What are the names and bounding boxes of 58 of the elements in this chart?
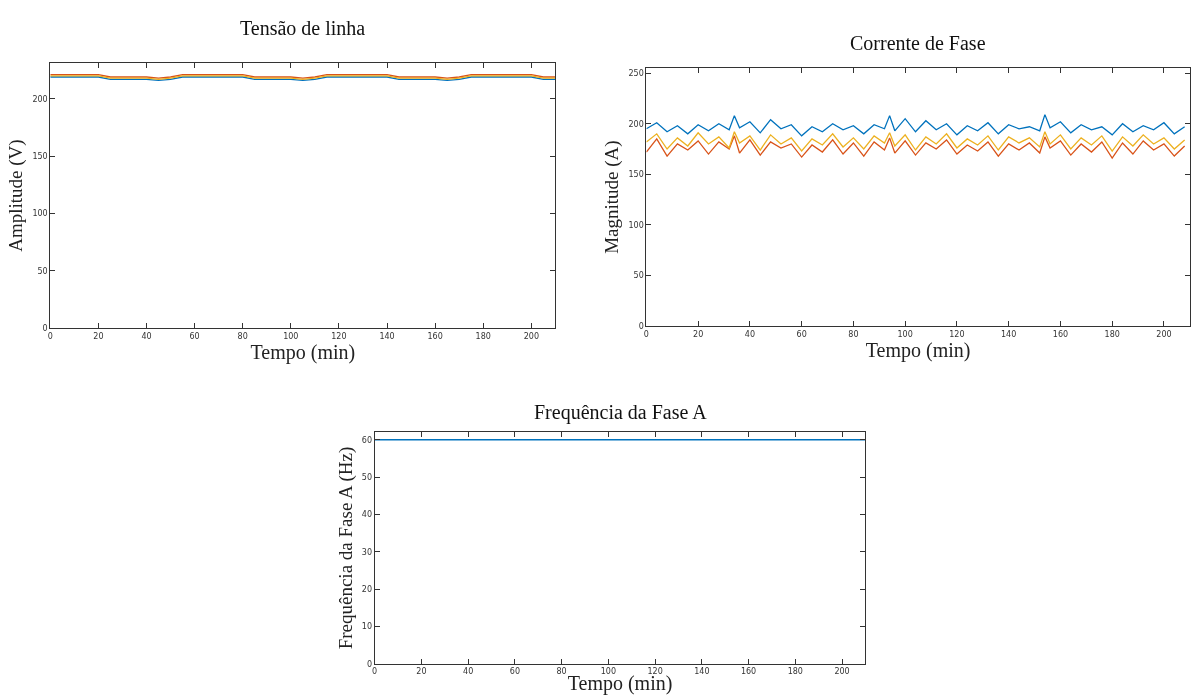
x-tick-label: 80	[237, 331, 248, 341]
x-tick-label: 60	[796, 329, 807, 339]
y-tick-label: 20	[361, 584, 373, 594]
y-axis-title: Frequência da Fase A (Hz)	[334, 446, 357, 650]
x-tick-label: 200	[523, 331, 539, 341]
y-axis-title: Amplitude (V)	[5, 139, 28, 252]
x-tick-label: 120	[647, 667, 663, 677]
chart-title: Frequência da Fase A	[534, 401, 708, 424]
chart-title: Corrente de Fase	[850, 32, 986, 54]
y-tick-label: 50	[37, 266, 48, 276]
y-tick-label: 60	[361, 435, 373, 445]
y-tick-label: 100	[32, 209, 48, 219]
x-tick-label: 140	[379, 331, 395, 341]
line-series	[646, 113, 1186, 137]
x-tick-label: 180	[1104, 329, 1120, 339]
y-tick-label: 250	[628, 68, 644, 78]
x-tick-label: 20	[93, 331, 104, 341]
x-tick-label: 40	[744, 329, 755, 339]
x-tick-label: 120	[949, 329, 965, 339]
y-tick-label: 200	[32, 94, 48, 104]
x-tick-label: 100	[283, 331, 299, 341]
x-tick-label: 200	[834, 667, 850, 677]
x-axis-title: Tempo (min)	[865, 338, 971, 362]
x-tick-label: 40	[141, 331, 152, 341]
y-tick-label: 10	[361, 622, 373, 632]
x-tick-label: 100	[897, 329, 913, 339]
x-tick-label: 160	[740, 667, 757, 677]
x-tick-label: 60	[509, 667, 520, 677]
y-tick-label: 150	[32, 151, 48, 161]
x-tick-label: 180	[475, 331, 491, 341]
x-tick-label: 80	[848, 329, 859, 339]
x-tick-label: 100	[600, 667, 616, 677]
x-tick-label: 140	[1001, 329, 1017, 339]
line-series	[646, 131, 1186, 152]
x-tick-label: 200	[1156, 329, 1172, 339]
y-tick-label: 40	[361, 510, 373, 520]
line-series	[646, 135, 1186, 159]
x-tick-label: 180	[787, 667, 803, 677]
x-tick-label: 160	[1052, 329, 1069, 339]
y-tick-label: 0	[638, 321, 644, 331]
y-tick-label: 0	[366, 659, 373, 669]
y-tick-label: 50	[633, 271, 644, 281]
x-tick-label: 40	[463, 667, 474, 677]
y-tick-label: 100	[628, 220, 644, 230]
x-tick-label: 120	[331, 331, 347, 341]
y-tick-label: 150	[628, 170, 644, 180]
y-tick-label: 30	[361, 547, 373, 557]
y-axis-title: Magnitude (A)	[601, 140, 624, 254]
x-tick-label: 160	[427, 331, 443, 341]
y-tick-label: 200	[628, 119, 644, 129]
x-axis-title: Tempo (min)	[250, 340, 356, 364]
chart-title: Tensão de linha	[240, 17, 366, 39]
x-tick-label: 140	[694, 667, 710, 677]
y-tick-label: 50	[361, 472, 373, 482]
x-tick-label: 20	[416, 667, 427, 677]
x-tick-label: 80	[556, 667, 567, 677]
x-tick-label: 20	[693, 329, 704, 339]
x-tick-label: 60	[189, 331, 200, 341]
